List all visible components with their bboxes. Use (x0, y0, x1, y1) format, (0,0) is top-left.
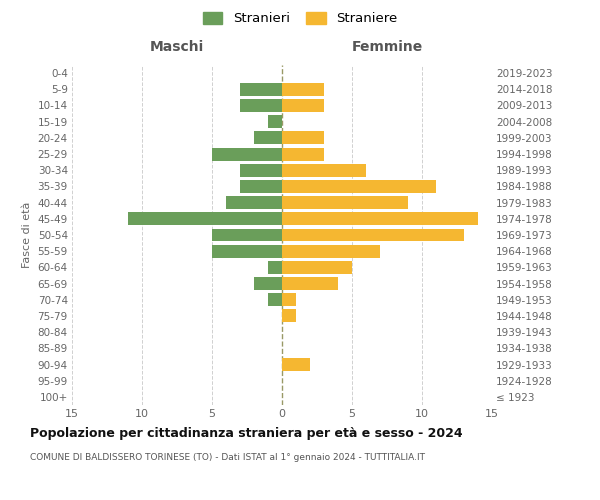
Bar (268, 115, 282, 128)
Bar (240, 99, 282, 112)
Bar (282, 261, 352, 274)
Bar (128, 212, 282, 226)
Text: Popolazione per cittadinanza straniera per età e sesso - 2024: Popolazione per cittadinanza straniera p… (30, 428, 463, 440)
Legend: Stranieri, Straniere: Stranieri, Straniere (200, 9, 400, 28)
Bar (268, 261, 282, 274)
Bar (282, 212, 478, 226)
Bar (254, 132, 282, 144)
Bar (282, 294, 296, 306)
Bar (282, 244, 380, 258)
Bar (282, 132, 324, 144)
Bar (212, 148, 282, 160)
Bar (240, 180, 282, 193)
Text: Maschi: Maschi (150, 40, 204, 54)
Text: Femmine: Femmine (352, 40, 422, 54)
Bar (282, 99, 324, 112)
Bar (240, 83, 282, 96)
Bar (268, 294, 282, 306)
Bar (226, 196, 282, 209)
Bar (254, 277, 282, 290)
Bar (282, 164, 366, 176)
Y-axis label: Fasce di età: Fasce di età (22, 202, 32, 268)
Bar (282, 196, 408, 209)
Bar (240, 164, 282, 176)
Bar (282, 228, 464, 241)
Bar (282, 358, 310, 371)
Bar (212, 244, 282, 258)
Bar (282, 83, 324, 96)
Bar (282, 180, 436, 193)
Bar (212, 228, 282, 241)
Bar (282, 277, 338, 290)
Bar (282, 310, 296, 322)
Text: COMUNE DI BALDISSERO TORINESE (TO) - Dati ISTAT al 1° gennaio 2024 - TUTTITALIA.: COMUNE DI BALDISSERO TORINESE (TO) - Dat… (30, 452, 425, 462)
Bar (282, 148, 324, 160)
